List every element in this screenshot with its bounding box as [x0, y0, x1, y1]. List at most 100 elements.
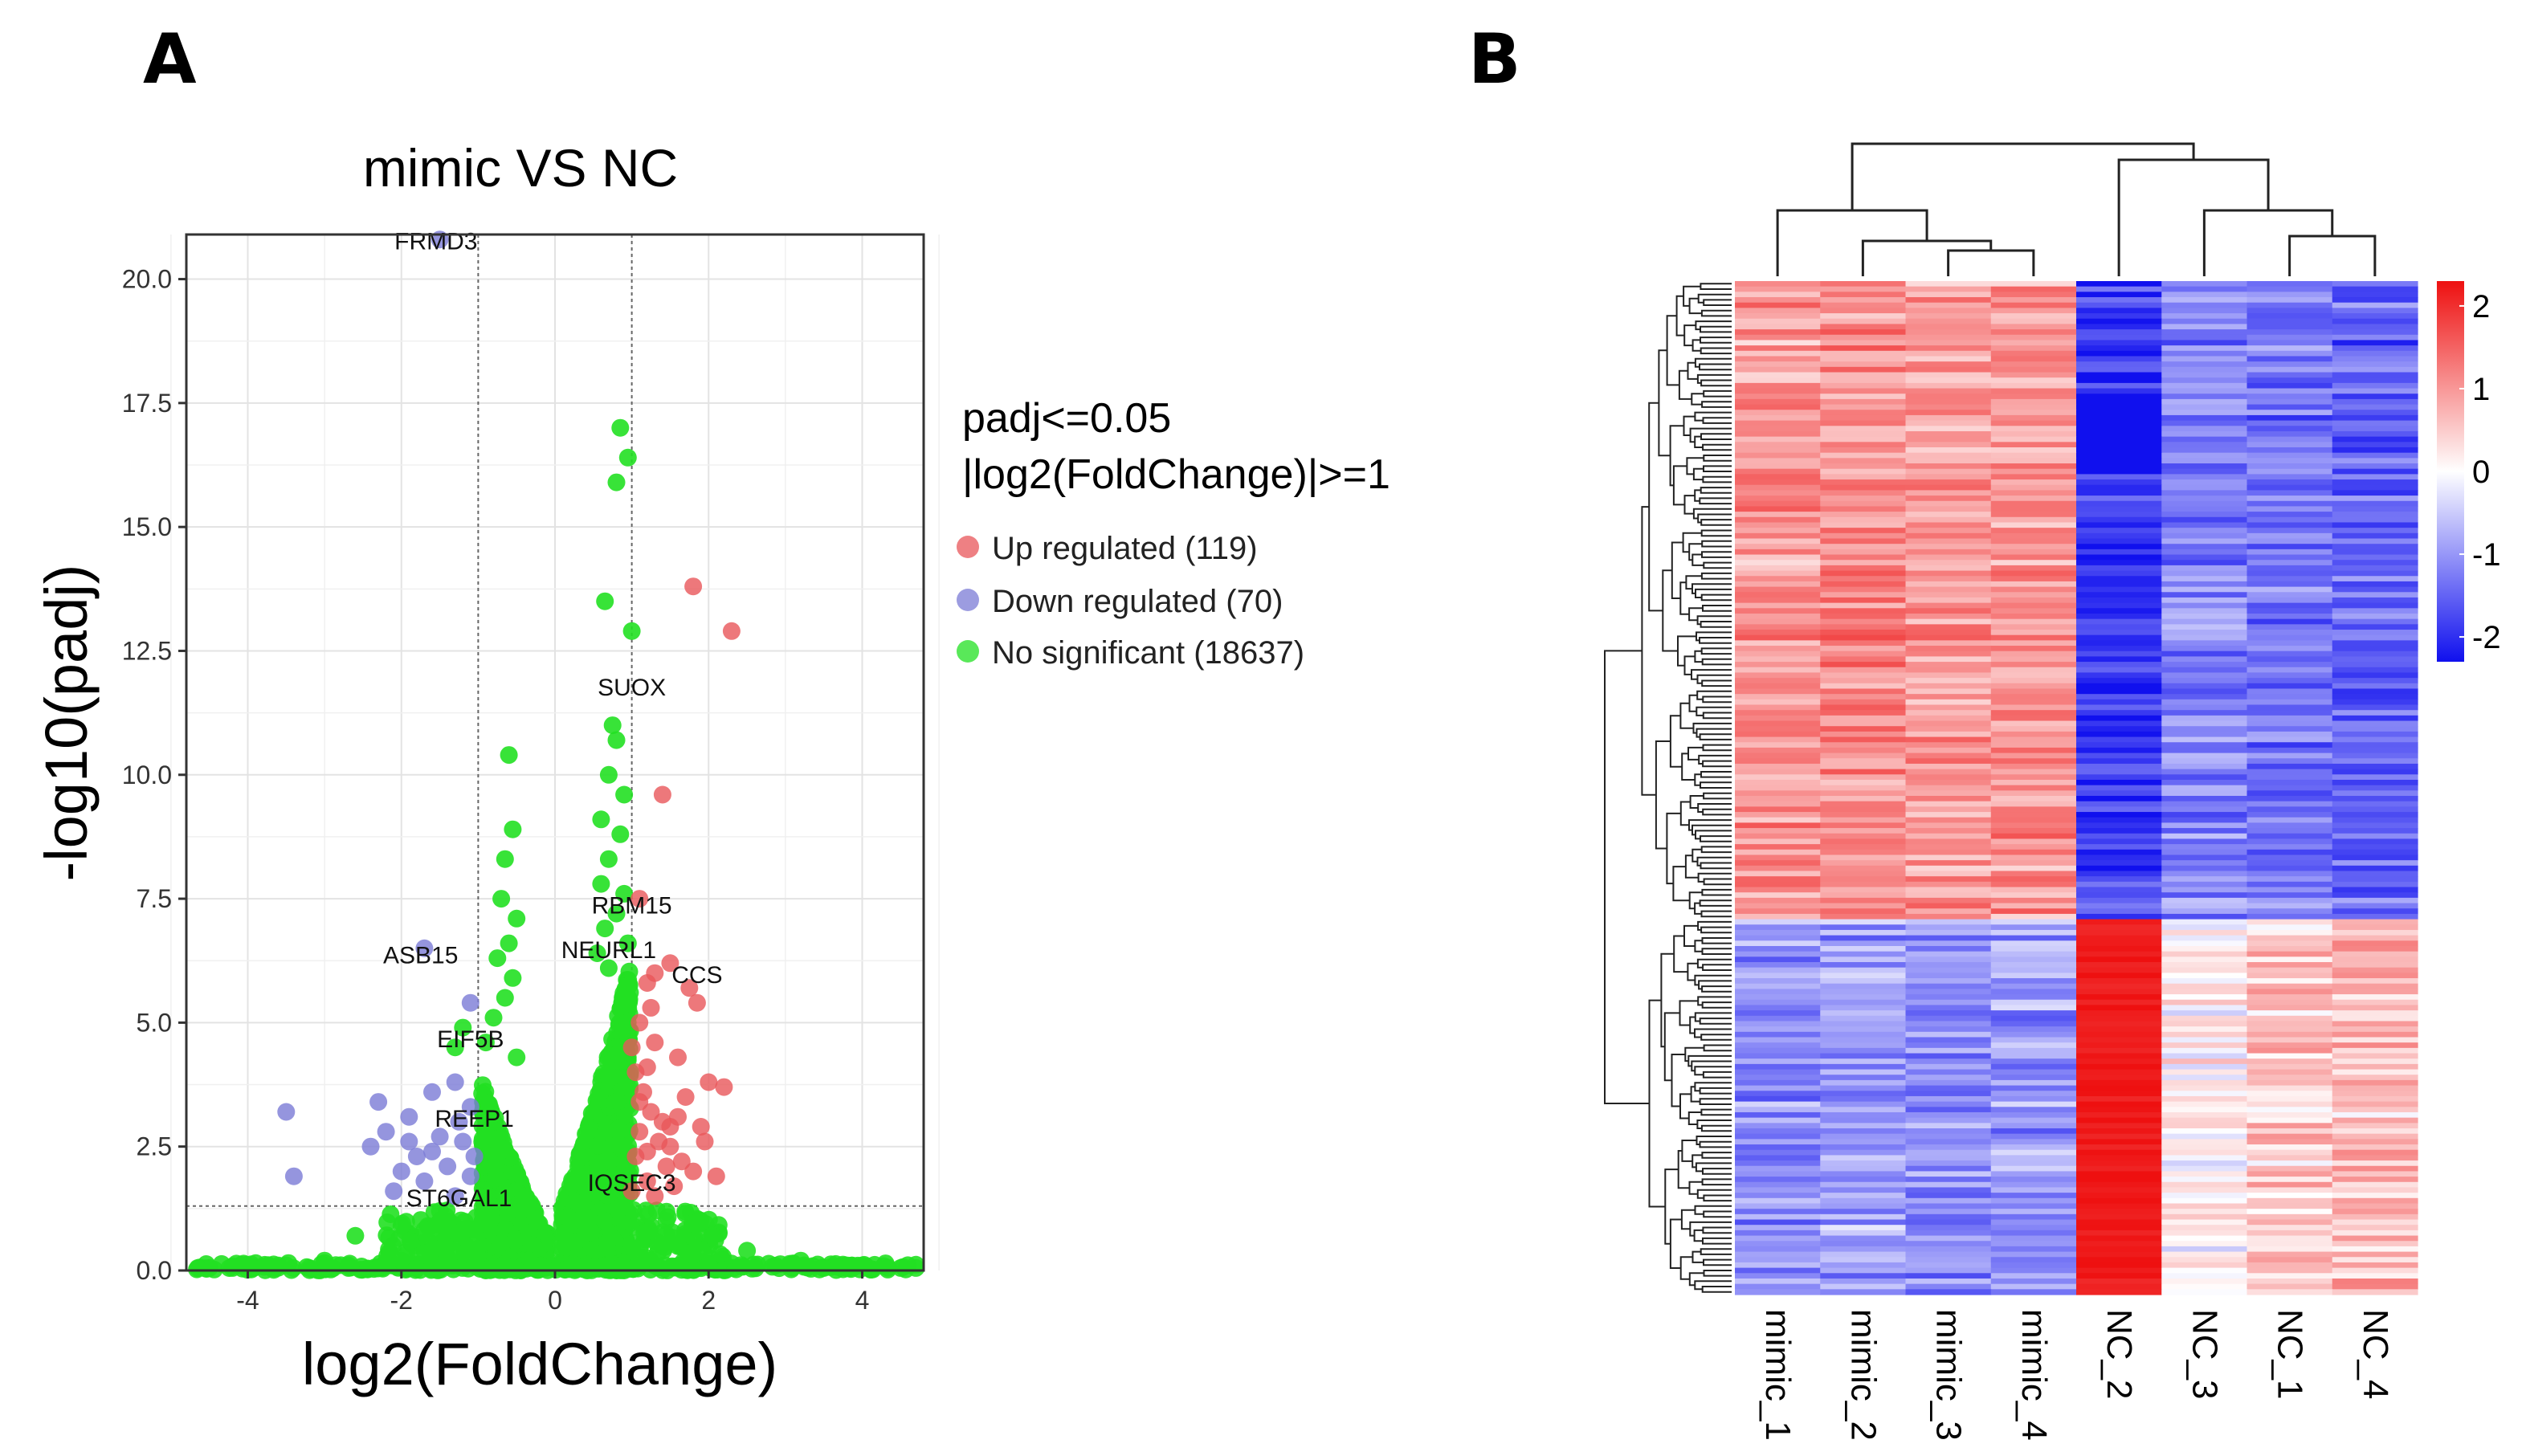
color-scale-label: 2	[2472, 289, 2490, 324]
heatmap-cell	[2161, 512, 2248, 518]
heatmap-cell	[1820, 592, 1907, 598]
heatmap-cell	[1820, 1197, 1907, 1205]
heatmap-cell	[1735, 586, 1821, 593]
volcano-point-down	[423, 1142, 441, 1160]
heatmap-cell	[2161, 758, 2248, 765]
heatmap-cell	[2161, 860, 2248, 867]
heatmap-cell	[2076, 410, 2162, 416]
heatmap-cell	[2246, 1042, 2333, 1049]
dendro-row-branch	[1703, 1194, 1732, 1202]
heatmap-cell	[2161, 613, 2248, 620]
heatmap-cell	[1990, 1111, 2077, 1119]
heatmap-cell	[1990, 881, 2077, 888]
heatmap-cell	[1905, 876, 1992, 883]
heatmap-cell	[2332, 935, 2418, 941]
heatmap-cell	[1735, 887, 1821, 893]
heatmap-cell	[2076, 801, 2162, 807]
heatmap-cell	[2246, 881, 2333, 888]
dendro-row-branch	[1688, 297, 1702, 315]
heatmap-cell	[2246, 586, 2333, 593]
heatmap-cell	[2332, 747, 2418, 754]
heatmap-cell	[1990, 929, 2077, 936]
heatmap-cell	[2076, 350, 2162, 357]
heatmap-cell	[1820, 1203, 1907, 1209]
dendro-row-branch	[1677, 635, 1696, 667]
heatmap-cell	[1905, 1225, 1992, 1231]
heatmap-cell	[1905, 1273, 1992, 1279]
dendro-row-branch	[1671, 1054, 1686, 1107]
heatmap-cell	[1735, 1251, 1821, 1258]
heatmap-cell	[2076, 849, 2162, 856]
dendro-row-branch	[1701, 540, 1732, 548]
heatmap-cell	[2332, 844, 2418, 850]
heatmap-cell	[2246, 345, 2333, 352]
heatmap-cell	[1990, 662, 2077, 668]
heatmap-cell	[2332, 490, 2418, 496]
heatmap-cell	[1905, 1219, 1992, 1226]
heatmap-cell	[1735, 1053, 1821, 1059]
heatmap-cell	[2161, 608, 2248, 614]
heatmap-cell	[2076, 554, 2162, 561]
heatmap-cell	[1905, 426, 1992, 432]
heatmap-cell	[2332, 1117, 2418, 1124]
heatmap-cell	[2246, 651, 2333, 658]
heatmap-cell	[1735, 297, 1821, 304]
heatmap-cell	[1820, 597, 1907, 604]
heatmap-cell	[2246, 528, 2333, 534]
heatmap-cell	[1820, 361, 1907, 368]
heatmap-cell	[2332, 1235, 2418, 1242]
heatmap-cell	[1905, 1031, 1992, 1038]
heatmap-cell	[2161, 565, 2248, 572]
heatmap-cell	[2161, 1063, 2248, 1071]
heatmap-cell	[1735, 994, 1821, 1001]
heatmap-cell	[2161, 1111, 2248, 1119]
heatmap-cell	[2161, 1165, 2248, 1173]
heatmap-cell	[1990, 1193, 2077, 1199]
heatmap-cell	[2076, 1171, 2162, 1177]
heatmap-cell	[1905, 747, 1992, 754]
heatmap-cell	[2332, 1219, 2418, 1226]
volcano-point-nosig	[599, 765, 618, 784]
heatmap-cell	[1820, 1177, 1907, 1183]
heatmap-cell	[1820, 1063, 1907, 1071]
heatmap-cell	[1905, 414, 1992, 422]
heatmap-cell	[2246, 442, 2333, 448]
volcano-point-nosig	[420, 1242, 439, 1261]
heatmap-cell	[2332, 308, 2418, 314]
heatmap-cell	[2332, 350, 2418, 357]
volcano-point-nosig	[563, 1233, 582, 1251]
heatmap-cell	[2076, 999, 2162, 1006]
heatmap-cell	[2246, 913, 2333, 920]
heatmap-cell	[2161, 581, 2248, 588]
heatmap-cell	[2161, 694, 2248, 700]
volcano-point-nosig	[657, 1212, 675, 1230]
heatmap-cell	[1905, 516, 1992, 524]
heatmap-cell	[2332, 989, 2418, 995]
heatmap-cell	[2246, 779, 2333, 786]
dendro-row-branch	[1701, 985, 1732, 993]
dendro-row-branch	[1700, 1124, 1732, 1132]
heatmap-column-labels: mimic_1 mimic_2 mimic_3 mimic_4 NC_2 NC_3 NC_1…	[1758, 1309, 2395, 1441]
heatmap-cell	[1820, 544, 1907, 550]
heatmap-cell	[1905, 1037, 1992, 1043]
heatmap-cell	[1820, 340, 1907, 346]
heatmap-cell	[1990, 1171, 2077, 1177]
heatmap-cell	[2332, 1133, 2418, 1140]
dendro-row-branch	[1691, 1154, 1703, 1168]
heatmap-cell	[1905, 806, 1992, 813]
dendro-row-branch	[1700, 347, 1732, 355]
heatmap-cell	[1735, 989, 1821, 995]
heatmap-cell	[1820, 1053, 1907, 1059]
legend-marker-down	[957, 589, 979, 611]
heatmap-cell	[2332, 452, 2418, 459]
heatmap-cell	[1905, 1026, 1992, 1033]
heatmap-cell	[2332, 736, 2418, 743]
dendro-row-branch	[1673, 935, 1688, 973]
volcano-point-nosig	[384, 1237, 402, 1254]
heatmap-cell	[1990, 576, 2077, 582]
heatmap-cell	[2332, 549, 2418, 556]
heatmap-cell	[1990, 613, 2077, 620]
volcano-point-nosig	[508, 909, 526, 928]
heatmap-cell	[2161, 490, 2248, 496]
heatmap-cell	[2246, 828, 2333, 834]
